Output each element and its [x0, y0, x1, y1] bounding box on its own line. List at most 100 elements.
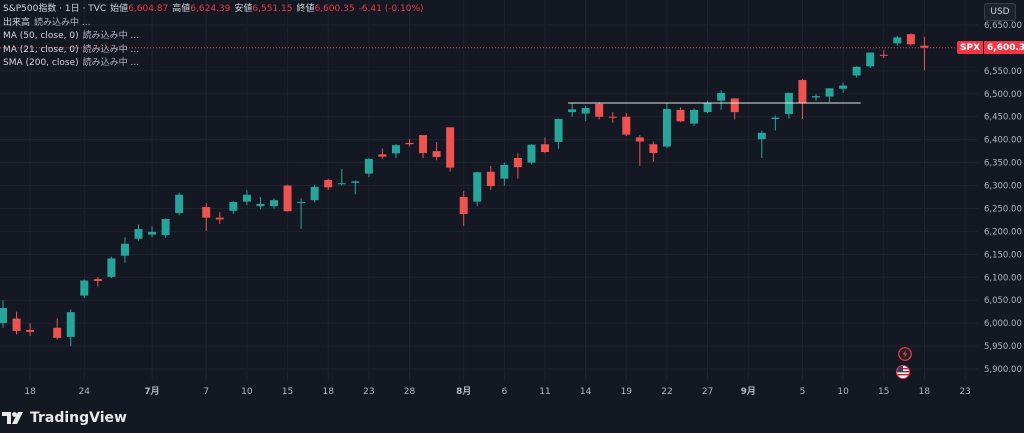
candle[interactable]: [554, 118, 563, 149]
candle[interactable]: [93, 277, 102, 287]
candle[interactable]: [676, 107, 685, 123]
candle[interactable]: [771, 115, 780, 131]
candle[interactable]: [337, 169, 346, 186]
candle[interactable]: [825, 88, 834, 103]
candle[interactable]: [852, 66, 861, 78]
time-axis-scale: 18 24 7月 7 10 15 18 23 28 8月 6 11 14 19 22 27 9月 5 10 15 18 2…: [24, 386, 970, 397]
candle[interactable]: [812, 93, 820, 101]
candle[interactable]: [459, 191, 468, 226]
candle[interactable]: [541, 137, 549, 154]
candle-body: [608, 116, 617, 118]
candle[interactable]: [690, 108, 699, 126]
candle[interactable]: [378, 148, 387, 159]
candle[interactable]: [297, 198, 306, 230]
candle[interactable]: [486, 165, 495, 191]
candle[interactable]: [649, 141, 658, 162]
candle[interactable]: [568, 102, 577, 117]
indicator-ma50[interactable]: MA (50, close, 0) 読み込み中 ...: [3, 30, 424, 44]
candle[interactable]: [12, 311, 21, 335]
candle[interactable]: [66, 309, 75, 347]
price-tick-label: 6,550.00: [984, 67, 1022, 77]
candle[interactable]: [229, 201, 238, 214]
candle[interactable]: [364, 158, 373, 178]
time-tick-label: 23: [363, 387, 374, 397]
candle[interactable]: [798, 79, 807, 120]
candle[interactable]: [784, 92, 793, 119]
candle[interactable]: [893, 36, 902, 46]
candle[interactable]: [324, 178, 333, 191]
candle[interactable]: [283, 184, 292, 212]
lightning-icon[interactable]: [898, 346, 912, 361]
candle[interactable]: [351, 180, 360, 195]
candle[interactable]: [608, 112, 617, 123]
candle[interactable]: [405, 138, 414, 147]
candle[interactable]: [0, 300, 7, 328]
candle[interactable]: [270, 198, 278, 209]
candle[interactable]: [53, 318, 62, 340]
candle[interactable]: [662, 102, 671, 149]
candle[interactable]: [622, 113, 631, 136]
candle[interactable]: [242, 190, 251, 206]
indicator-name: MA (50, close, 0): [3, 31, 79, 42]
candle[interactable]: [473, 171, 482, 207]
candle[interactable]: [419, 135, 428, 159]
time-tick-label: 9月: [741, 386, 756, 397]
candle[interactable]: [391, 144, 400, 159]
candle[interactable]: [527, 144, 536, 165]
candle[interactable]: [310, 184, 319, 203]
candle[interactable]: [202, 202, 211, 231]
candle[interactable]: [256, 197, 265, 210]
candle[interactable]: [26, 323, 35, 336]
price-tag-value: 6,600.35: [984, 41, 1024, 55]
price-tick-label: 6,250.00: [984, 204, 1022, 214]
candle-body: [568, 109, 577, 113]
tradingview-logo[interactable]: TradingView: [2, 410, 127, 426]
indicator-volume[interactable]: 出来高 読み込み中 ...: [3, 17, 424, 31]
candle[interactable]: [107, 256, 116, 279]
candle[interactable]: [175, 192, 184, 216]
indicator-ma21[interactable]: MA (21, close, 0) 読み込み中 ...: [3, 44, 424, 58]
indicator-sma200[interactable]: SMA (200, close) 読み込み中 ...: [3, 57, 424, 71]
candle[interactable]: [161, 218, 170, 238]
candle-body: [893, 37, 902, 44]
candle[interactable]: [730, 98, 739, 120]
candle[interactable]: [513, 153, 522, 179]
candle[interactable]: [80, 279, 89, 298]
candle[interactable]: [906, 33, 915, 46]
candle[interactable]: [148, 226, 157, 238]
candle[interactable]: [595, 102, 604, 120]
candle[interactable]: [879, 50, 888, 59]
candle[interactable]: [866, 52, 875, 69]
symbol-title[interactable]: S&P500指数 · 1日 · TVC: [3, 4, 107, 14]
candle[interactable]: [215, 212, 224, 225]
chart-area[interactable]: [0, 0, 978, 380]
price-chart[interactable]: [0, 0, 978, 380]
candle-body: [622, 116, 631, 135]
candle-body: [500, 164, 509, 179]
candle[interactable]: [920, 36, 929, 71]
price-tag-symbol: SPX: [957, 41, 984, 55]
us-flag-icon[interactable]: [895, 364, 911, 380]
time-tick-label: 7月: [144, 386, 159, 397]
candle-body: [12, 318, 21, 331]
candle[interactable]: [635, 135, 644, 166]
candle[interactable]: [432, 141, 441, 161]
candle-body: [866, 52, 875, 67]
candle[interactable]: [717, 90, 726, 110]
candle[interactable]: [500, 162, 509, 186]
candle[interactable]: [581, 105, 590, 121]
price-tick-label: 6,300.00: [984, 182, 1022, 192]
candle-body: [717, 92, 726, 101]
candle-body: [459, 197, 468, 214]
candle[interactable]: [839, 82, 848, 93]
price-tick-label: 5,900.00: [984, 365, 1022, 375]
currency-button[interactable]: USD: [984, 3, 1016, 21]
candle[interactable]: [446, 127, 455, 172]
candle[interactable]: [757, 130, 766, 159]
price-axis[interactable]: 5,900.00 5,950.00 6,000.00 6,050.00 6,100.00…: [978, 0, 1024, 380]
candle[interactable]: [134, 224, 143, 241]
candle[interactable]: [120, 237, 129, 263]
candle-body: [554, 119, 563, 142]
time-axis[interactable]: 18 24 7月 7 10 15 18 23 28 8月 6 11 14 19 22 27 9月 5 10 15 18 2…: [0, 380, 978, 402]
time-tick-label: 7: [203, 387, 209, 397]
